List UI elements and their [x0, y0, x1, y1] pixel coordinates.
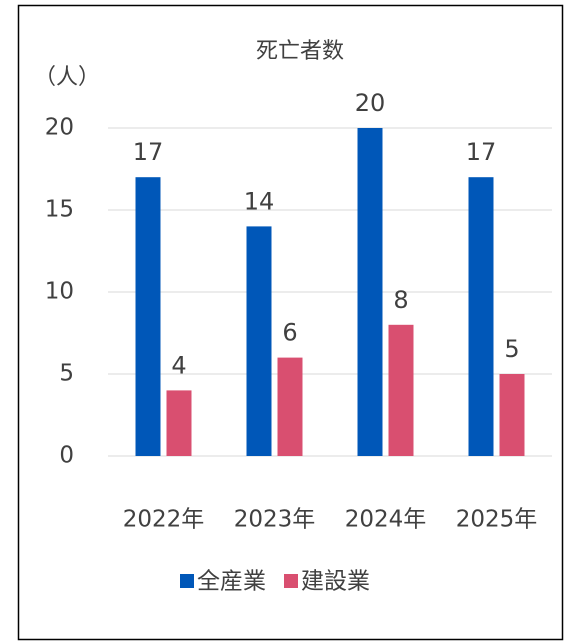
legend-label: 建設業	[301, 569, 370, 595]
y-axis-label: （人）	[34, 65, 100, 90]
data-label: 5	[504, 335, 519, 363]
data-label: 17	[466, 138, 497, 166]
bar	[357, 128, 383, 456]
y-tick-label: 10	[45, 279, 74, 305]
bar	[468, 177, 494, 456]
x-tick-label: 2025年	[456, 507, 538, 533]
data-label: 6	[282, 319, 297, 347]
bar	[246, 226, 272, 456]
x-tick-label: 2023年	[234, 507, 316, 533]
legend-label: 全産業	[197, 569, 266, 595]
chart-title: 死亡者数	[256, 39, 344, 64]
y-tick-label: 0	[59, 443, 74, 469]
data-label: 17	[133, 138, 164, 166]
y-tick-label: 20	[45, 115, 74, 141]
bar	[499, 374, 525, 456]
legend-swatch	[284, 574, 298, 588]
data-label: 20	[355, 89, 386, 117]
bar	[166, 390, 192, 456]
data-label: 4	[171, 351, 186, 379]
data-label: 8	[393, 286, 408, 314]
x-tick-label: 2022年	[123, 507, 205, 533]
legend-swatch	[180, 574, 194, 588]
data-label: 14	[244, 187, 275, 215]
bar	[277, 357, 303, 456]
x-tick-label: 2024年	[345, 507, 427, 533]
bar	[388, 324, 414, 456]
bar	[135, 177, 161, 456]
y-tick-label: 5	[59, 361, 74, 387]
y-tick-label: 15	[45, 197, 74, 223]
